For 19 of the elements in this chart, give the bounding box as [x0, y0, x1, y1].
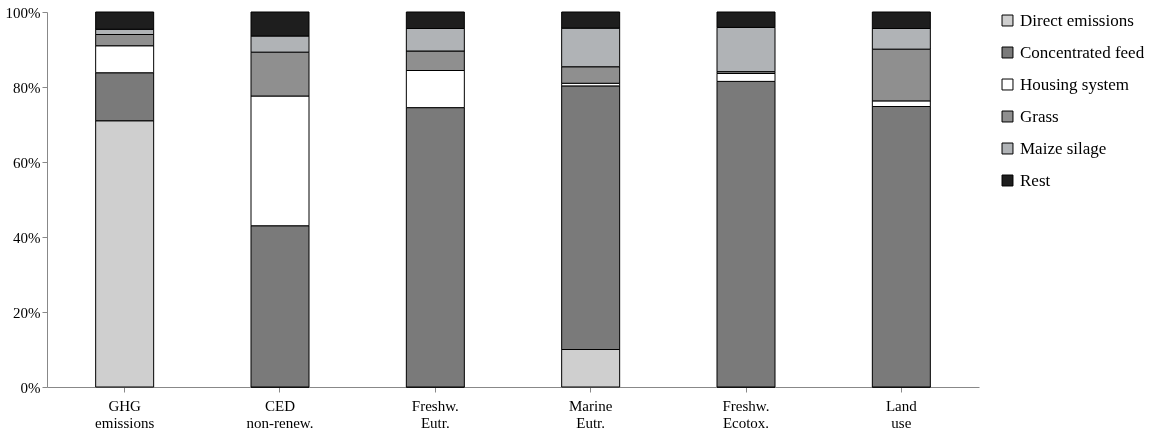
y-tick-label: 20%	[13, 304, 41, 321]
legend-label: Maize silage	[1020, 138, 1107, 158]
x-tick-label: Marine Eutr.	[569, 397, 613, 431]
y-tick-label: 100%	[5, 4, 41, 21]
legend-label: Direct emissions	[1020, 10, 1134, 30]
legend-label: Grass	[1020, 106, 1059, 126]
legend-label: Concentrated feed	[1020, 42, 1145, 62]
y-tick-label: 40%	[13, 229, 41, 246]
y-tick-label: 60%	[13, 154, 41, 171]
x-tick-label: GHG emissions	[95, 397, 155, 431]
x-tick-label: CED non-renew.	[246, 397, 314, 431]
y-tick-label: 80%	[13, 79, 41, 96]
y-tick-label: 0%	[20, 379, 41, 396]
x-tick-label: Land use	[885, 397, 918, 431]
x-tick-label: Freshw. Ecotox.	[722, 397, 770, 431]
bar	[871, 106, 931, 388]
legend-label: Housing system	[1020, 74, 1130, 94]
x-tick-label: Freshw. Eutr.	[411, 397, 459, 431]
legend-label: Rest	[1020, 170, 1051, 190]
